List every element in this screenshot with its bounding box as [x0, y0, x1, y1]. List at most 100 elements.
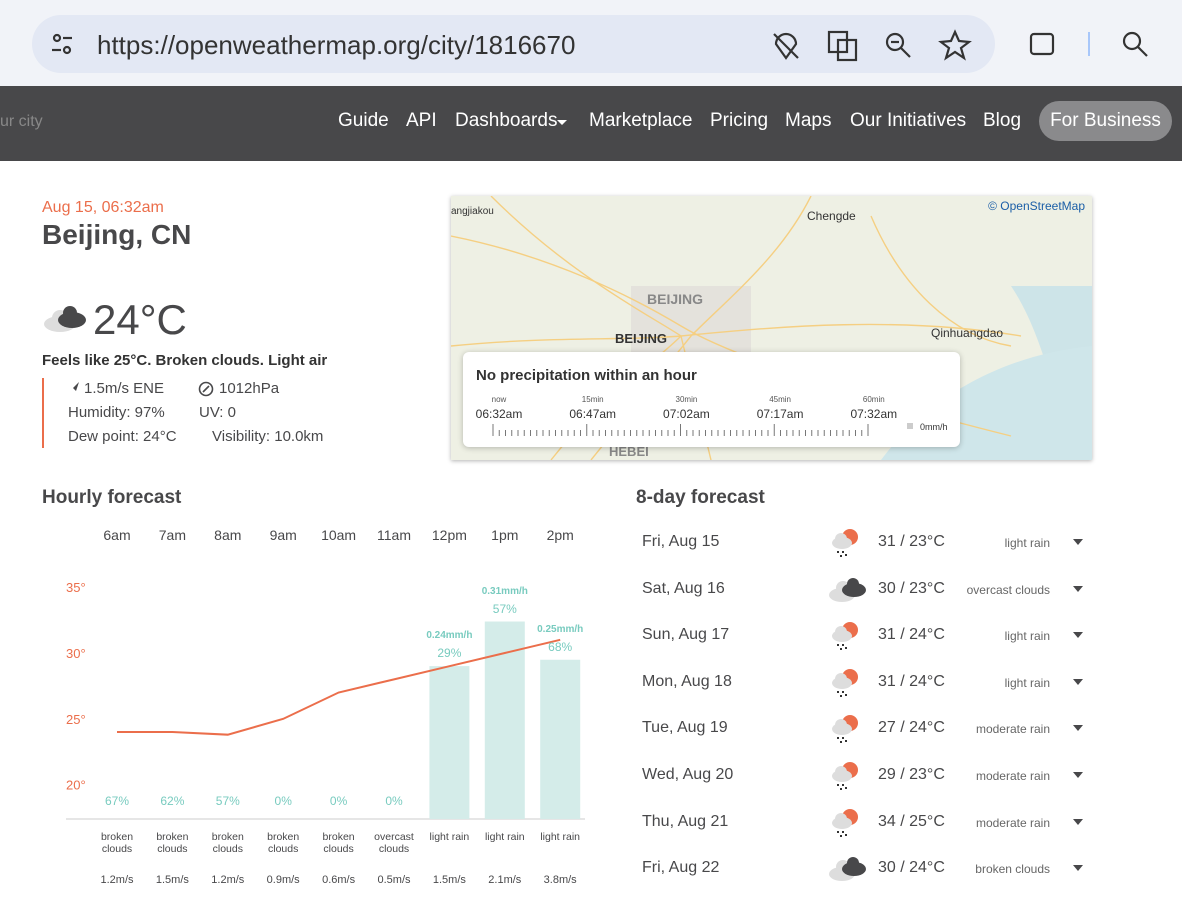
- day-description: moderate rain: [930, 816, 1050, 830]
- nav-link[interactable]: Dashboards: [455, 110, 557, 132]
- nav-link[interactable]: Marketplace: [589, 110, 693, 132]
- scale-label: 30min: [676, 395, 698, 404]
- hour-wind: 0.9m/s: [253, 874, 313, 886]
- map-place: angjiakou: [451, 206, 494, 217]
- day-description: light rain: [930, 629, 1050, 643]
- hour-wind: 1.2m/s: [198, 874, 258, 886]
- dropdown-caret: [557, 120, 567, 125]
- hour-description: broken clouds: [145, 831, 199, 855]
- precip-chance: 57%: [198, 794, 258, 808]
- day-icon: [828, 759, 868, 793]
- hour-wind: 1.2m/s: [87, 874, 147, 886]
- precip-chance: 68%: [530, 640, 590, 654]
- expand-toggle[interactable]: [1073, 586, 1083, 592]
- day-description: broken clouds: [930, 862, 1050, 876]
- day-name: Sat, Aug 16: [642, 580, 725, 598]
- search-input[interactable]: ur city: [0, 113, 43, 131]
- hour-description: light rain: [422, 831, 476, 843]
- precip-chance: 0%: [309, 794, 369, 808]
- hour-label: 6am: [87, 527, 147, 543]
- precipitation-scale: now06:32am15min06:47am30min07:02am45min0…: [463, 352, 960, 447]
- pressure: 1012hPa: [219, 380, 279, 397]
- day-icon: [828, 806, 868, 840]
- business-button[interactable]: For Business: [1039, 101, 1172, 141]
- map-place: BEIJING: [647, 291, 703, 307]
- url[interactable]: https://openweathermap.org/city/1816670: [97, 30, 575, 61]
- expand-toggle[interactable]: [1073, 725, 1083, 731]
- scale-time: 06:32am: [476, 407, 523, 421]
- rain-bar: [540, 660, 580, 819]
- day-name: Fri, Aug 15: [642, 533, 719, 551]
- hour-wind: 0.5m/s: [364, 874, 424, 886]
- summary: Feels like 25°C. Broken clouds. Light ai…: [42, 352, 327, 369]
- hour-description: light rain: [478, 831, 532, 843]
- nav-link[interactable]: Our Initiatives: [850, 110, 966, 132]
- map-attribution[interactable]: © OpenStreetMap: [988, 199, 1085, 213]
- day-icon: [828, 573, 868, 607]
- expand-toggle[interactable]: [1073, 679, 1083, 685]
- legend-swatch: [907, 423, 913, 429]
- day-name: Thu, Aug 21: [642, 813, 728, 831]
- hour-label: 1pm: [475, 527, 535, 543]
- map-place: Qinhuangdao: [931, 326, 1003, 340]
- rain-label: 0.24mm/h: [419, 630, 479, 641]
- city-name: Beijing, CN: [42, 219, 191, 251]
- expand-toggle[interactable]: [1073, 632, 1083, 638]
- rain-label: 0.31mm/h: [475, 586, 535, 597]
- day-name: Sun, Aug 17: [642, 626, 729, 644]
- day-icon: [828, 526, 868, 560]
- day-description: moderate rain: [930, 769, 1050, 783]
- day-name: Tue, Aug 19: [642, 719, 728, 737]
- accent-line: [42, 378, 44, 448]
- hour-label: 7am: [142, 527, 202, 543]
- hour-wind: 1.5m/s: [142, 874, 202, 886]
- precip-chance: 57%: [475, 602, 535, 616]
- hour-wind: 0.6m/s: [309, 874, 369, 886]
- hour-label: 9am: [253, 527, 313, 543]
- precip-chance: 29%: [419, 646, 479, 660]
- nav-link[interactable]: Guide: [338, 110, 389, 132]
- precip-chance: 0%: [253, 794, 313, 808]
- precipitation-card: No precipitation within an hour now06:32…: [463, 352, 960, 447]
- wind-icon: [68, 381, 80, 393]
- browser-bar: https://openweathermap.org/city/1816670: [0, 0, 1182, 86]
- scale-label: 45min: [769, 395, 791, 404]
- nav-link[interactable]: Pricing: [710, 110, 768, 132]
- y-tick-label: 35°: [66, 580, 86, 595]
- hour-description: overcast clouds: [367, 831, 421, 855]
- expand-toggle[interactable]: [1073, 819, 1083, 825]
- day-icon: [828, 666, 868, 700]
- scale-label: now: [492, 395, 507, 404]
- humidity: Humidity: 97%: [68, 404, 165, 421]
- day-name: Mon, Aug 18: [642, 673, 732, 691]
- day-description: light rain: [930, 536, 1050, 550]
- scale-time: 06:47am: [569, 407, 616, 421]
- day-icon: [828, 712, 868, 746]
- hour-label: 12pm: [419, 527, 479, 543]
- day-description: moderate rain: [930, 722, 1050, 736]
- nav-link[interactable]: Maps: [785, 110, 831, 132]
- scale-label: 15min: [582, 395, 604, 404]
- y-tick-label: 30°: [66, 646, 86, 661]
- scale-time: 07:17am: [757, 407, 804, 421]
- hour-label: 10am: [309, 527, 369, 543]
- hour-description: broken clouds: [90, 831, 144, 855]
- daily-title: 8-day forecast: [636, 487, 765, 509]
- pressure-icon: [198, 381, 214, 397]
- hour-label: 11am: [364, 527, 424, 543]
- precip-chance: 62%: [142, 794, 202, 808]
- expand-toggle[interactable]: [1073, 539, 1083, 545]
- nav-link[interactable]: Blog: [983, 110, 1021, 132]
- visibility: Visibility: 10.0km: [212, 428, 323, 445]
- hour-wind: 2.1m/s: [475, 874, 535, 886]
- expand-toggle[interactable]: [1073, 865, 1083, 871]
- precip-chance: 67%: [87, 794, 147, 808]
- map-place: BEIJING: [615, 331, 667, 346]
- nav-link[interactable]: API: [406, 110, 437, 132]
- y-tick-label: 25°: [66, 712, 86, 727]
- uv-index: UV: 0: [199, 404, 236, 421]
- current-temp: 24°C: [93, 296, 187, 344]
- expand-toggle[interactable]: [1073, 772, 1083, 778]
- day-name: Fri, Aug 22: [642, 859, 719, 877]
